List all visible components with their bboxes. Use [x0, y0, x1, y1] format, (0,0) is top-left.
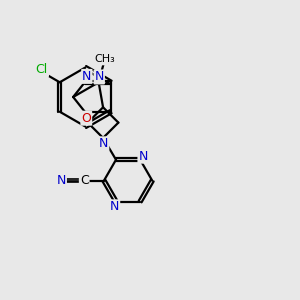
Text: O: O	[81, 112, 91, 125]
Text: N: N	[57, 174, 66, 187]
Text: Cl: Cl	[36, 63, 48, 76]
Text: N: N	[94, 70, 104, 83]
Text: N: N	[110, 200, 119, 213]
Text: N: N	[138, 150, 148, 163]
Text: N: N	[82, 70, 92, 83]
Text: CH₃: CH₃	[94, 54, 115, 64]
Text: C: C	[80, 174, 88, 187]
Text: N: N	[99, 137, 108, 150]
